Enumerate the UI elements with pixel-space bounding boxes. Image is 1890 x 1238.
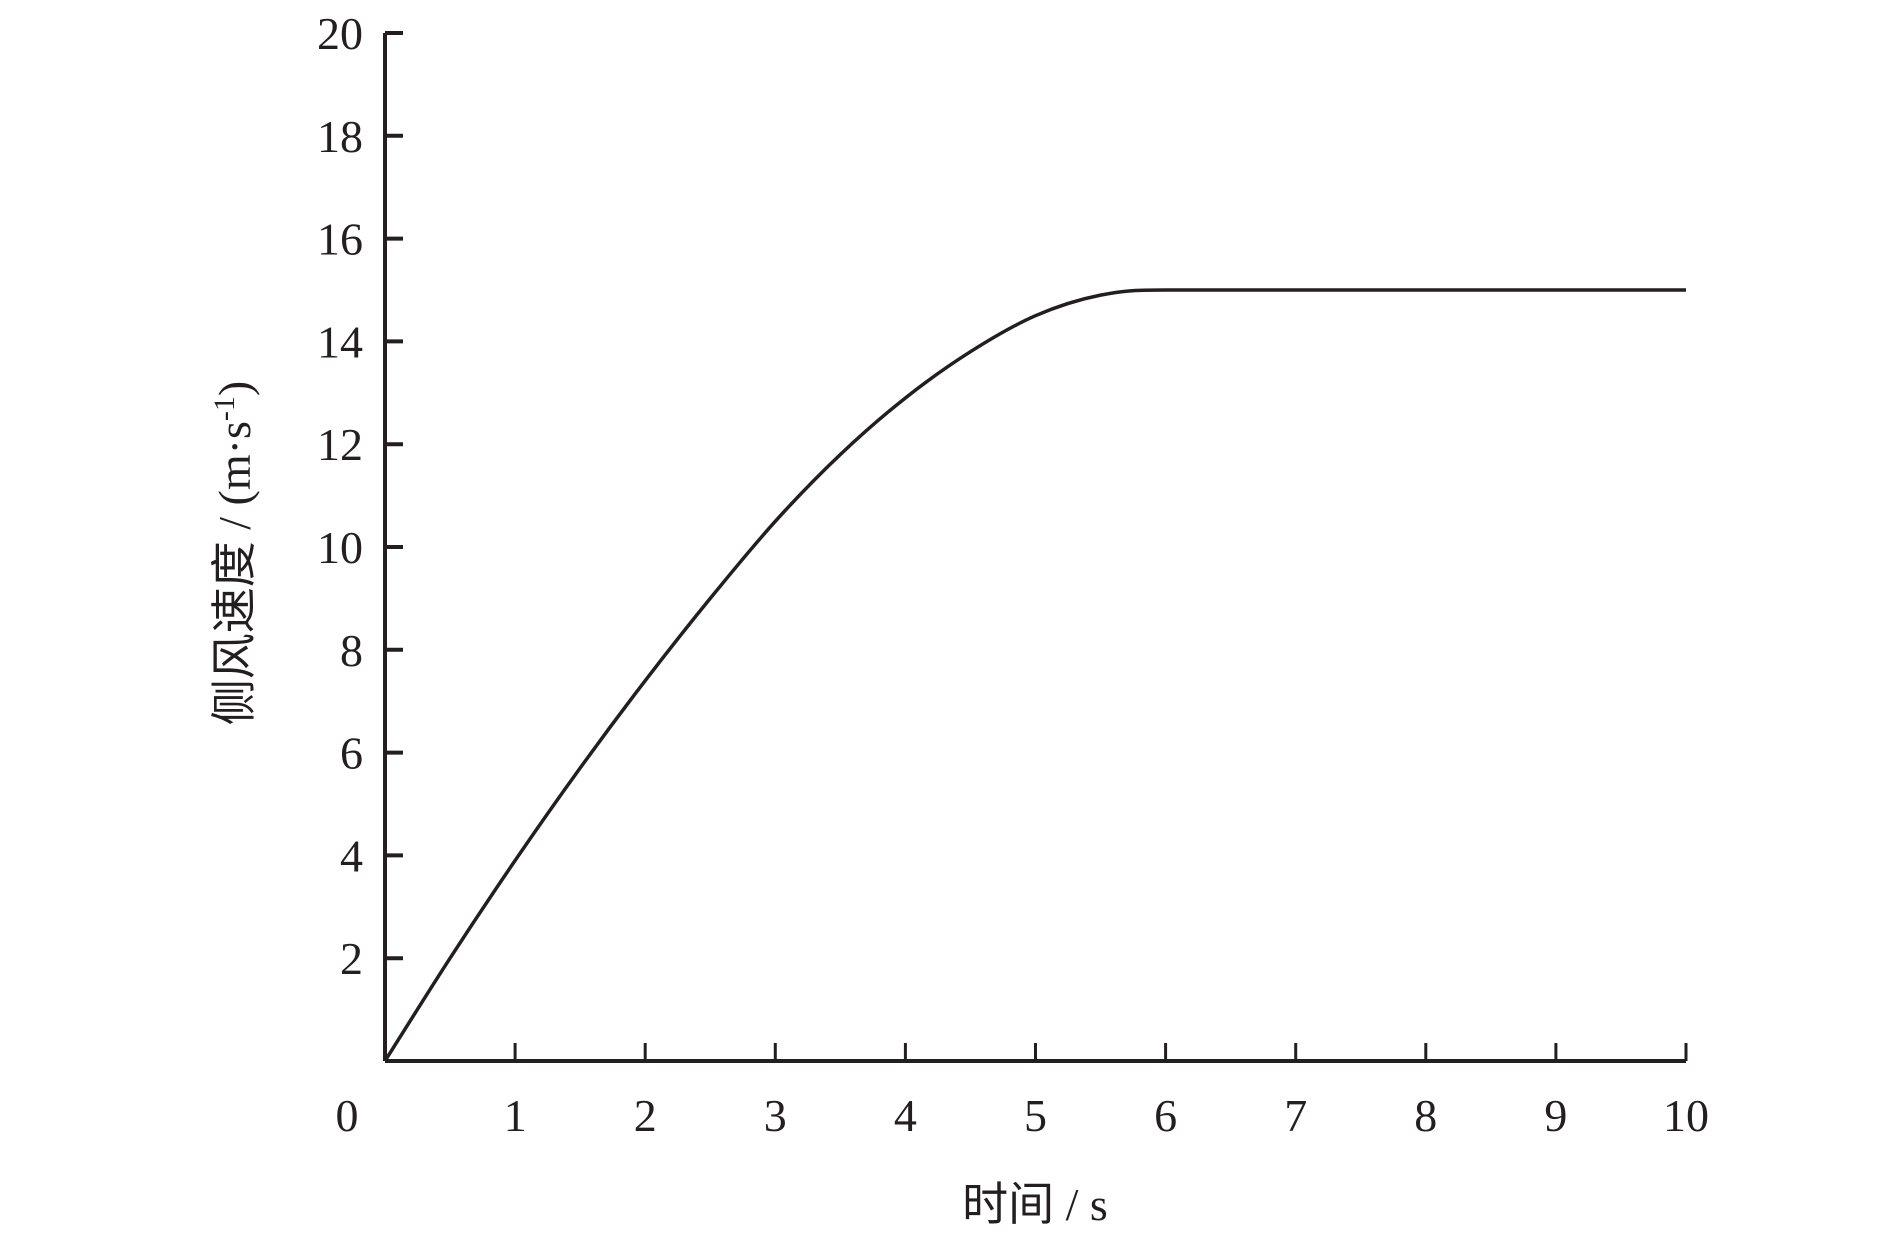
axes — [383, 33, 1686, 1063]
y-tick-label: 6 — [340, 728, 363, 779]
y-tick-label: 14 — [317, 316, 363, 367]
series-line — [383, 288, 1686, 1062]
y-tick-label: 10 — [317, 522, 363, 573]
x-tick-label: 10 — [1663, 1090, 1709, 1141]
y-tick-label: 8 — [340, 625, 363, 676]
y-tick-label: 12 — [317, 419, 363, 470]
x-axis-label: 时间 / s — [962, 1179, 1108, 1230]
x-tick-label: 2 — [634, 1090, 657, 1141]
x-tick-label: 7 — [1284, 1090, 1307, 1141]
x-tick-label: 0 — [336, 1090, 359, 1141]
x-tick-label: 8 — [1414, 1090, 1437, 1141]
y-tick-label: 20 — [317, 8, 363, 59]
ticks — [385, 31, 1688, 1061]
y-tick-label: 16 — [317, 214, 363, 265]
y-tick-label: 4 — [340, 830, 363, 881]
x-tick-label: 6 — [1154, 1090, 1177, 1141]
y-axis-label: 侧风速度 / (m·s-1) — [208, 381, 261, 725]
y-tick-label: 2 — [340, 933, 363, 984]
x-tick-label: 9 — [1544, 1090, 1567, 1141]
x-tick-label: 1 — [504, 1090, 527, 1141]
y-tick-label: 18 — [317, 111, 363, 162]
x-tick-label: 5 — [1024, 1090, 1047, 1141]
x-tick-label: 3 — [764, 1090, 787, 1141]
x-tick-label: 4 — [894, 1090, 917, 1141]
